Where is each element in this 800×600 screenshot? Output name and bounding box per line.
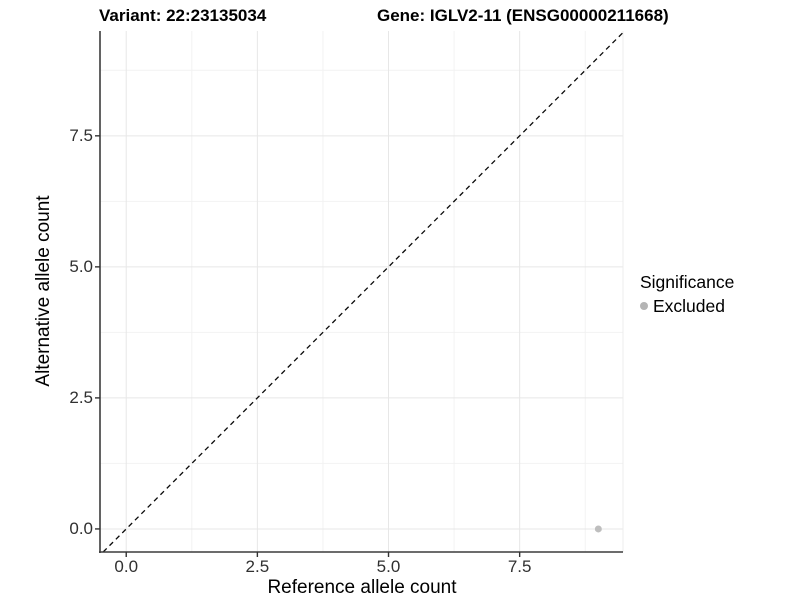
legend-item-excluded: Excluded bbox=[640, 295, 734, 317]
y-axis-title: Alternative allele count bbox=[33, 195, 54, 387]
legend-point-icon bbox=[640, 302, 648, 310]
y-tick-label: 2.5 bbox=[69, 387, 93, 407]
legend: Significance Excluded bbox=[640, 271, 734, 317]
identity-reference-line bbox=[102, 32, 624, 553]
y-tick-label: 7.5 bbox=[69, 125, 93, 145]
x-tick-label: 2.5 bbox=[245, 557, 270, 576]
scatter-point bbox=[594, 525, 602, 533]
x-tick-label: 5.0 bbox=[376, 557, 401, 576]
x-axis-title: Reference allele count bbox=[267, 577, 457, 598]
x-tick-label: 7.5 bbox=[507, 557, 532, 576]
legend-title: Significance bbox=[640, 272, 735, 292]
x-tick-label: 0.0 bbox=[114, 557, 139, 576]
plot-title-variant: Variant: 22:23135034 bbox=[99, 6, 267, 25]
y-tick-label: 0.0 bbox=[69, 518, 93, 538]
y-tick-label: 5.0 bbox=[69, 256, 93, 276]
plot-title-gene: Gene: IGLV2-11 (ENSG00000211668) bbox=[377, 6, 669, 25]
legend-item-label: Excluded bbox=[653, 296, 725, 316]
